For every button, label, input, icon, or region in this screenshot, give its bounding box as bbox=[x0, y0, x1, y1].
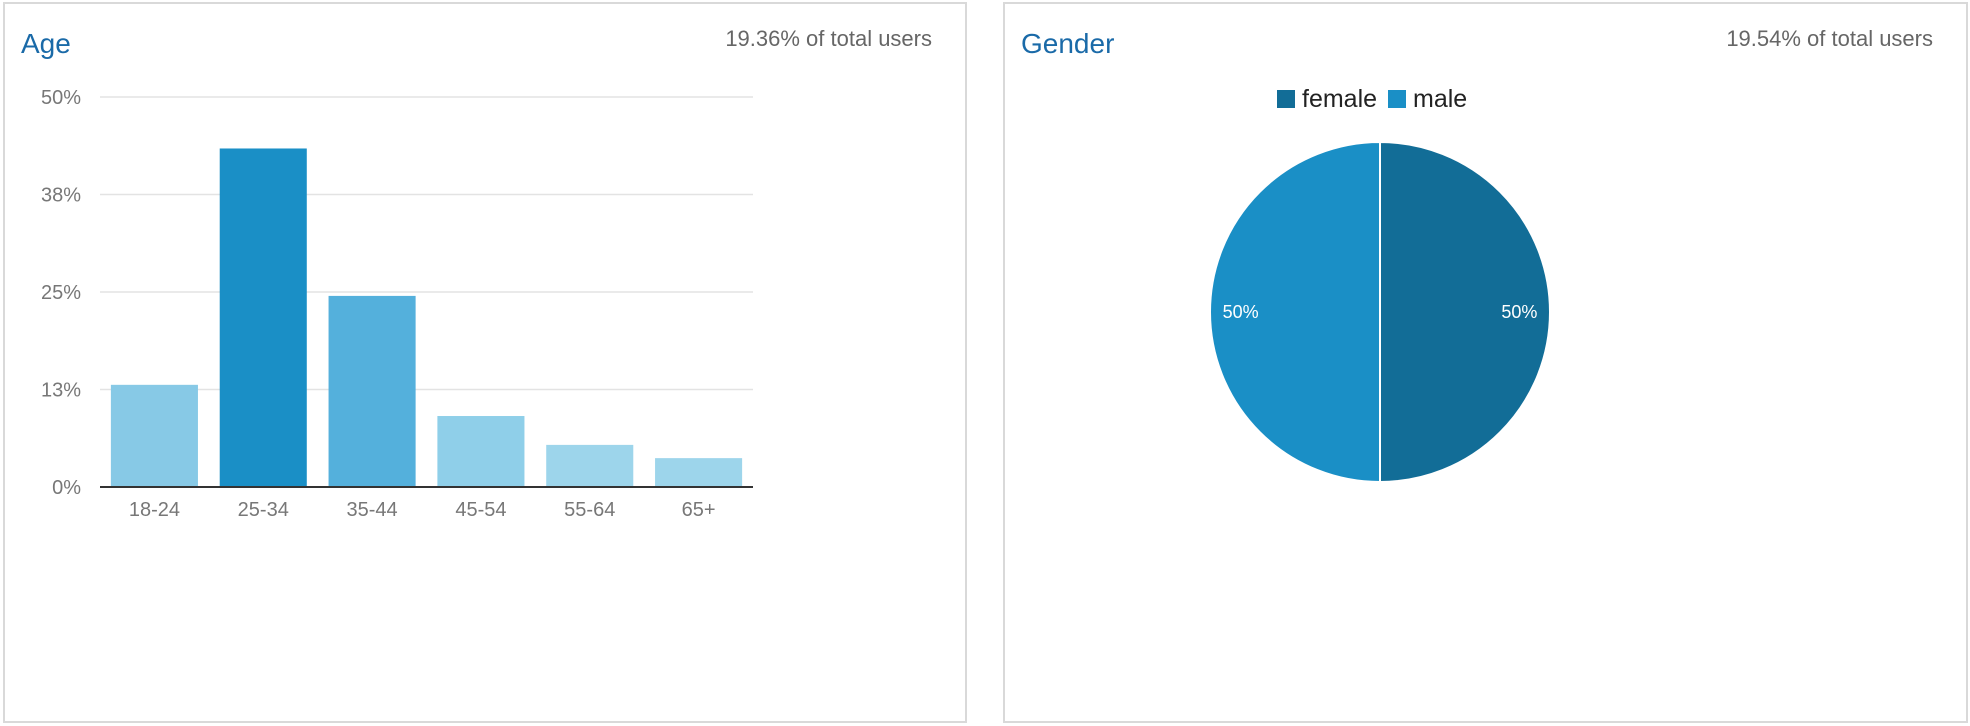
age-y-tick-label: 38% bbox=[41, 185, 81, 207]
age-y-tick-label: 13% bbox=[41, 380, 81, 402]
age-y-tick-label: 50% bbox=[41, 87, 81, 109]
age-gridlines bbox=[100, 96, 753, 391]
legend-label-female[interactable]: female bbox=[1302, 85, 1377, 113]
age-bar-45-54[interactable] bbox=[437, 416, 525, 487]
gender-title: Gender bbox=[1021, 28, 1115, 59]
pie-slice-female[interactable] bbox=[1379, 140, 1551, 484]
age-x-tick-label: 25-34 bbox=[238, 499, 289, 521]
age-bar-25-34[interactable] bbox=[219, 148, 307, 488]
pie-slice-label-male: 50% bbox=[1223, 302, 1259, 322]
age-bar-chart: 0% 13% 25% 38% 50% 18-24 25-34 35-44 45-54 55-64… bbox=[41, 87, 753, 521]
legend-swatch-male bbox=[1388, 90, 1406, 108]
gender-slice-labels: 50% 50% bbox=[1223, 302, 1538, 322]
age-bar-35-44[interactable] bbox=[328, 295, 416, 487]
age-subtitle: 19.36% of total users bbox=[725, 26, 932, 51]
gender-pie-chart: female male 50% 50% bbox=[1209, 85, 1551, 484]
age-y-tick-label: 0% bbox=[52, 477, 81, 499]
age-y-axis-ticks: 0% 13% 25% 38% 50% bbox=[41, 87, 81, 499]
age-bar-65+[interactable] bbox=[655, 458, 743, 487]
age-x-axis-ticks: 18-24 25-34 35-44 45-54 55-64 65+ bbox=[129, 499, 716, 521]
legend-label-male[interactable]: male bbox=[1413, 85, 1467, 113]
age-y-tick-label: 25% bbox=[41, 282, 81, 304]
gender-legend: female male bbox=[1277, 85, 1467, 113]
age-panel: Age 19.36% of total users 0% 13% 25% 38% 50%… bbox=[3, 2, 967, 723]
pie-slice-male[interactable] bbox=[1209, 140, 1381, 484]
age-title: Age bbox=[21, 28, 71, 59]
gender-subtitle: 19.54% of total users bbox=[1726, 26, 1933, 51]
age-bar-18-24[interactable] bbox=[110, 384, 198, 487]
pie-slice-label-female: 50% bbox=[1501, 302, 1537, 322]
age-x-tick-label: 45-54 bbox=[455, 499, 506, 521]
age-x-tick-label: 55-64 bbox=[564, 499, 615, 521]
gender-panel: Gender 19.54% of total users female male … bbox=[1003, 2, 1968, 723]
gender-slices bbox=[1209, 140, 1551, 484]
age-x-tick-label: 18-24 bbox=[129, 499, 180, 521]
legend-swatch-female bbox=[1277, 90, 1295, 108]
age-x-tick-label: 35-44 bbox=[347, 499, 398, 521]
age-bar-55-64[interactable] bbox=[546, 444, 634, 487]
age-x-tick-label: 65+ bbox=[682, 499, 716, 521]
age-bars bbox=[110, 148, 743, 488]
